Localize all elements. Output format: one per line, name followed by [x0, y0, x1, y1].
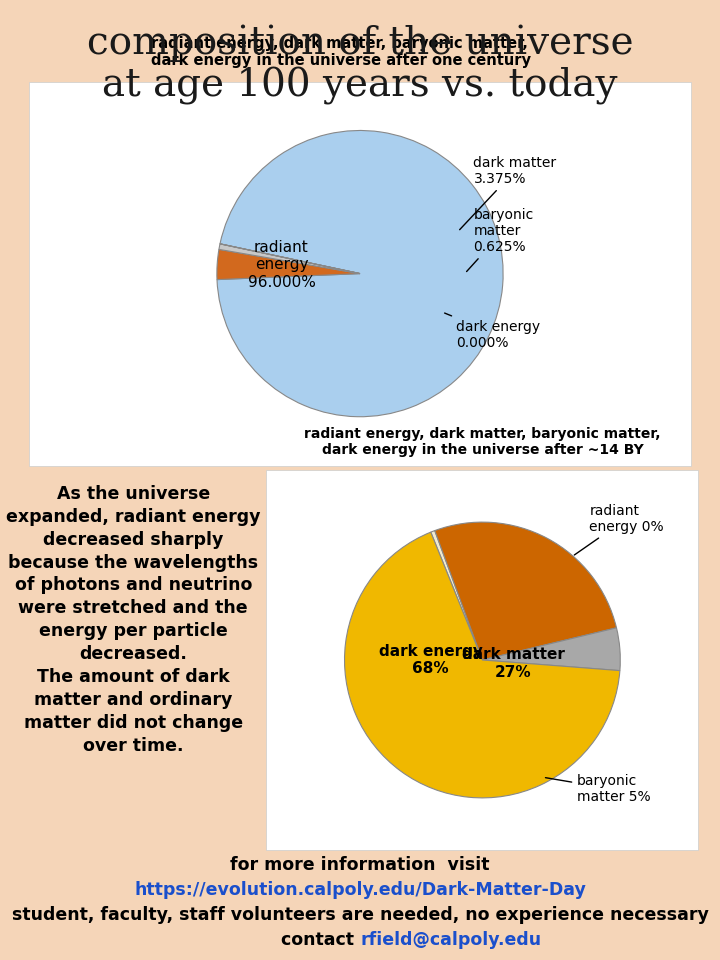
Text: composition of the universe
at age 100 years vs. today: composition of the universe at age 100 y…: [86, 24, 634, 106]
Wedge shape: [217, 131, 503, 417]
Text: dark matter
27%: dark matter 27%: [462, 647, 565, 680]
Wedge shape: [435, 522, 616, 660]
Text: baryonic
matter
0.625%: baryonic matter 0.625%: [467, 207, 534, 272]
Text: for more information  visit: for more information visit: [230, 856, 490, 875]
Wedge shape: [482, 628, 621, 671]
Text: radiant
energy
96.000%: radiant energy 96.000%: [248, 240, 315, 290]
Text: student, faculty, staff volunteers are needed, no experience necessary: student, faculty, staff volunteers are n…: [12, 906, 708, 924]
Title: radiant energy, dark matter, baryonic matter,
dark energy in the universe after : radiant energy, dark matter, baryonic ma…: [304, 426, 661, 457]
Text: radiant
energy 0%: radiant energy 0%: [575, 504, 664, 555]
Text: https://evolution.calpoly.edu/Dark-Matter-Day: https://evolution.calpoly.edu/Dark-Matte…: [134, 881, 586, 900]
Text: contact: contact: [281, 931, 360, 949]
Wedge shape: [220, 244, 360, 274]
Text: radiant energy, dark matter, baryonic matter,
dark energy in the universe after : radiant energy, dark matter, baryonic ma…: [150, 36, 531, 68]
Text: baryonic
matter 5%: baryonic matter 5%: [546, 774, 651, 804]
Wedge shape: [431, 531, 482, 660]
Text: rfield@calpoly.edu: rfield@calpoly.edu: [360, 931, 541, 949]
Text: dark energy
0.000%: dark energy 0.000%: [445, 313, 540, 349]
Text: As the universe
expanded, radiant energy
decreased sharply
because the wavelengt: As the universe expanded, radiant energy…: [6, 485, 261, 755]
Text: dark energy
68%: dark energy 68%: [379, 644, 482, 676]
Wedge shape: [344, 532, 620, 798]
Text: dark matter
3.375%: dark matter 3.375%: [459, 156, 557, 229]
Wedge shape: [219, 244, 360, 274]
Wedge shape: [217, 250, 360, 279]
